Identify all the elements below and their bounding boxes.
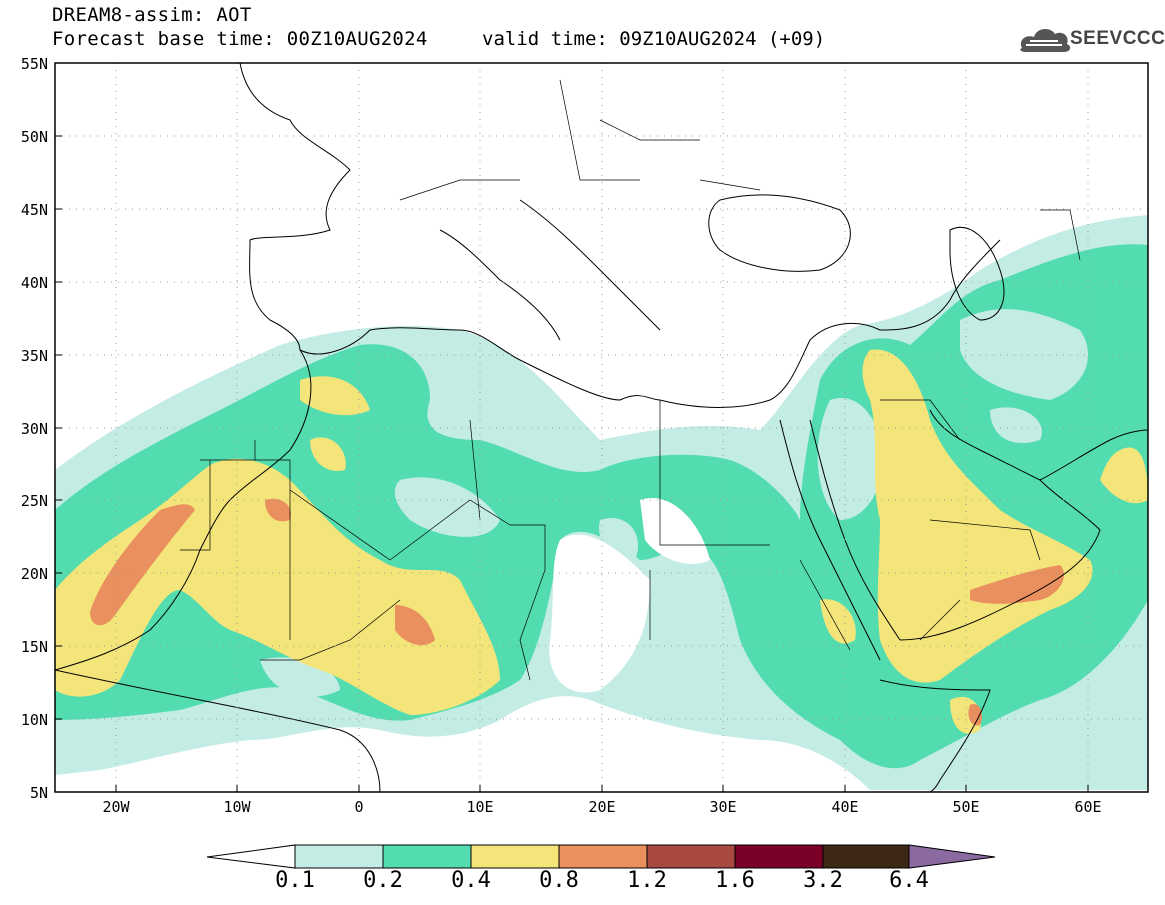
lat-label: 30N <box>20 420 48 438</box>
lon-label: 60E <box>1074 798 1102 816</box>
logo-text: SEEVCCC <box>1070 28 1165 49</box>
colorbar-high-arrow <box>908 844 996 869</box>
valid-time: valid time: 09Z10AUG2024 (+09) <box>482 28 826 50</box>
aot-band-08 <box>90 498 1064 726</box>
lon-label: 30E <box>709 798 737 816</box>
coastlines <box>55 63 1148 792</box>
colorbar-label: 0.8 <box>539 868 579 893</box>
colorbar <box>206 844 996 869</box>
colorbar-bin-04 <box>470 844 560 869</box>
colorbar-label: 3.2 <box>803 868 843 893</box>
lon-label: 20E <box>588 798 616 816</box>
colorbar-bin-16 <box>734 844 824 869</box>
cloud-logo-icon <box>1020 28 1071 52</box>
lon-label: 20W <box>102 798 130 816</box>
colorbar-low-arrow <box>206 844 296 869</box>
axis-ticks <box>55 135 1089 792</box>
colorbar-bin-12 <box>646 844 736 869</box>
colorbar-bin-08 <box>558 844 648 869</box>
lat-label: 55N <box>20 55 48 73</box>
lat-label: 25N <box>20 492 48 510</box>
lat-label: 50N <box>20 128 48 146</box>
lat-label: 35N <box>20 347 48 365</box>
aot-clear-areas <box>549 498 710 693</box>
lon-label: 40E <box>831 798 859 816</box>
colorbar-label: 0.1 <box>275 868 315 893</box>
lat-label: 10N <box>20 711 48 729</box>
lat-label: 40N <box>20 274 48 292</box>
lon-label: 0 <box>354 798 364 816</box>
graticule <box>55 63 1148 792</box>
colorbar-bin-01 <box>294 844 384 869</box>
lat-label: 5N <box>29 784 48 802</box>
lon-label: 10W <box>223 798 251 816</box>
colorbar-bin-02 <box>382 844 472 869</box>
lat-label: 15N <box>20 638 48 656</box>
colorbar-label: 1.6 <box>715 868 755 893</box>
aot-band-01-inner <box>260 309 1089 697</box>
lon-label: 50E <box>952 798 980 816</box>
colorbar-bin-32 <box>822 844 910 869</box>
colorbar-label: 0.2 <box>363 868 403 893</box>
colorbar-label: 6.4 <box>889 868 929 893</box>
lat-label: 20N <box>20 565 48 583</box>
colorbar-label: 1.2 <box>627 868 667 893</box>
lat-label: 45N <box>20 201 48 219</box>
colorbar-label: 0.4 <box>451 868 491 893</box>
borders <box>180 79 1081 681</box>
lon-label: 10E <box>466 798 494 816</box>
map-title: DREAM8-assim: AOT <box>52 4 252 26</box>
forecast-base-time: Forecast base time: 00Z10AUG2024 <box>52 28 428 50</box>
